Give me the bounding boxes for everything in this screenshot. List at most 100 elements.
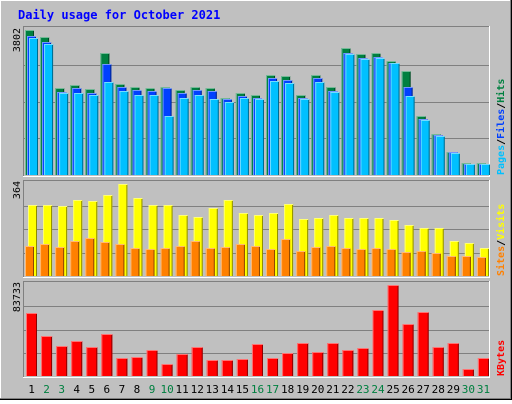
bar-fill — [160, 248, 170, 276]
bar-fill — [146, 350, 158, 376]
bar-fill — [70, 241, 80, 276]
bar-fill — [297, 343, 309, 376]
x-label-day-27: 27 — [417, 383, 430, 396]
bar-fill — [285, 83, 295, 175]
x-label-day-21: 21 — [326, 383, 339, 396]
x-label-day-10: 10 — [160, 383, 173, 396]
bar-fill — [224, 102, 234, 175]
bar-fill — [420, 120, 430, 175]
bar-sites-day-23 — [356, 249, 366, 276]
bar-fill — [330, 92, 340, 175]
x-label-day-6: 6 — [104, 383, 111, 396]
x-label-day-17: 17 — [266, 383, 279, 396]
bar-sites-day-13 — [205, 248, 215, 276]
bar-pages-day-3 — [59, 93, 69, 175]
x-label-day-11: 11 — [176, 383, 189, 396]
bar-pages-day-20 — [315, 82, 325, 175]
bar-fill — [359, 218, 369, 276]
bar-fill — [327, 343, 339, 376]
bar-fill — [209, 99, 219, 175]
x-label-day-31: 31 — [477, 383, 490, 396]
bar-fill — [281, 239, 291, 276]
bar-kbytes-day-19 — [297, 343, 309, 376]
x-label-day-14: 14 — [221, 383, 235, 396]
legend-label: Sites — [495, 246, 507, 276]
bar-fill — [178, 215, 188, 276]
bar-kbytes-day-11 — [176, 354, 188, 376]
bar-pages-day-18 — [285, 83, 295, 175]
bar-sites-day-25 — [386, 249, 396, 276]
legend-label: / — [496, 240, 507, 246]
bar-fill — [161, 364, 173, 376]
chart-bars — [25, 30, 490, 376]
bar-fill — [435, 136, 445, 175]
bar-sites-day-30 — [461, 256, 471, 276]
bar-kbytes-day-14 — [221, 360, 233, 376]
bar-fill — [130, 248, 140, 276]
bar-pages-day-13 — [209, 99, 219, 175]
x-label-day-3: 3 — [58, 383, 65, 396]
legend-label: / — [496, 103, 507, 109]
x-label-day-16: 16 — [251, 383, 264, 396]
bar-fill — [191, 347, 203, 376]
bar-pages-day-27 — [420, 120, 430, 175]
bar-fill — [100, 242, 110, 276]
bar-fill — [58, 206, 68, 276]
bar-fill — [59, 93, 69, 175]
bar-fill — [40, 244, 50, 276]
legend-kbytes: KBytes — [496, 340, 507, 376]
bar-fill — [236, 359, 248, 376]
bar-fill — [480, 164, 490, 175]
bar-pages-day-19 — [300, 99, 310, 175]
bar-kbytes-day-15 — [236, 359, 248, 376]
bar-fill — [450, 153, 460, 175]
x-axis-day-labels: 1 2 3 4 5 6 7 8 9 10 11 12 13 14 15 16 17 18 19 20 21 22 23 24 2… — [28, 383, 490, 396]
bar-fill — [26, 313, 37, 376]
bar-kbytes-day-25 — [387, 285, 399, 376]
bar-fill — [101, 334, 113, 376]
bar-fill — [220, 247, 230, 276]
bar-fill — [73, 200, 83, 276]
legend-label: Visits — [495, 204, 507, 240]
visits-max-label: 364 — [12, 181, 23, 199]
bar-fill — [477, 358, 489, 376]
bar-fill — [235, 244, 245, 276]
x-label-day-28: 28 — [432, 383, 445, 396]
bar-pages-day-4 — [74, 93, 84, 175]
bar-fill — [345, 54, 355, 175]
legend-visits_sites: Sites/Visits — [495, 204, 507, 276]
bar-fill — [134, 95, 144, 175]
bar-fill — [205, 248, 215, 276]
x-label-day-8: 8 — [134, 383, 141, 396]
bar-fill — [465, 164, 475, 175]
bar-fill — [267, 358, 279, 376]
bar-sites-day-16 — [250, 246, 260, 276]
bar-fill — [86, 347, 98, 376]
bar-fill — [118, 184, 128, 276]
bar-fill — [360, 59, 370, 175]
bar-fill — [176, 354, 188, 376]
bar-fill — [405, 96, 415, 175]
legend-label: Files — [495, 109, 507, 139]
bar-fill — [315, 82, 325, 175]
bar-sites-day-2 — [40, 244, 50, 276]
bar-pages-day-1 — [29, 38, 38, 175]
bar-fill — [386, 249, 396, 276]
x-label-day-26: 26 — [402, 383, 415, 396]
bar-sites-day-10 — [160, 248, 170, 276]
bar-kbytes-day-24 — [372, 310, 384, 376]
bar-fill — [446, 256, 456, 276]
bar-fill — [389, 220, 399, 276]
bar-pages-day-22 — [345, 54, 355, 175]
bar-sites-day-14 — [220, 247, 230, 276]
x-label-day-1: 1 — [28, 383, 35, 396]
bar-pages-day-23 — [360, 59, 370, 175]
bar-fill — [179, 98, 189, 175]
bar-fill — [116, 358, 128, 376]
bar-fill — [329, 215, 339, 276]
bar-fill — [41, 336, 53, 376]
bar-kbytes-day-3 — [56, 346, 68, 376]
bar-sites-day-3 — [55, 247, 65, 276]
bar-kbytes-day-1 — [26, 313, 37, 376]
